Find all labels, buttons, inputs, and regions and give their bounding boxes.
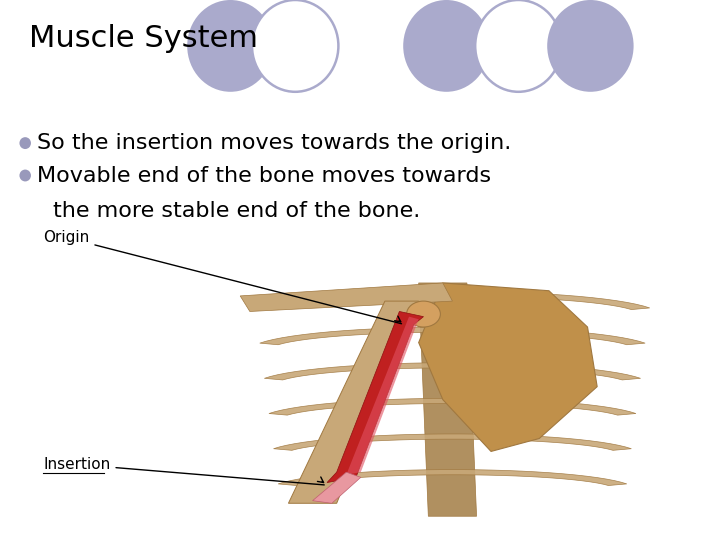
Polygon shape xyxy=(264,363,641,380)
Polygon shape xyxy=(274,434,631,450)
Polygon shape xyxy=(260,327,645,345)
Polygon shape xyxy=(255,292,649,309)
Text: Insertion: Insertion xyxy=(43,457,324,485)
Polygon shape xyxy=(240,283,452,312)
Polygon shape xyxy=(312,472,361,503)
Ellipse shape xyxy=(407,301,441,327)
Ellipse shape xyxy=(19,137,31,149)
Ellipse shape xyxy=(252,0,338,92)
Text: Movable end of the bone moves towards: Movable end of the bone moves towards xyxy=(37,165,492,186)
Bar xyxy=(202,270,684,529)
Polygon shape xyxy=(346,316,419,475)
Ellipse shape xyxy=(547,0,634,92)
Polygon shape xyxy=(289,301,419,503)
Ellipse shape xyxy=(19,170,31,181)
Text: So the insertion moves towards the origin.: So the insertion moves towards the origi… xyxy=(37,133,512,153)
Polygon shape xyxy=(327,312,423,483)
Text: Muscle System: Muscle System xyxy=(29,24,258,53)
Ellipse shape xyxy=(187,0,274,92)
Ellipse shape xyxy=(403,0,490,92)
Polygon shape xyxy=(419,283,477,516)
Ellipse shape xyxy=(475,0,562,92)
Text: Origin: Origin xyxy=(43,230,402,324)
Polygon shape xyxy=(419,283,597,451)
Polygon shape xyxy=(269,399,636,415)
Text: the more stable end of the bone.: the more stable end of the bone. xyxy=(53,200,420,221)
Polygon shape xyxy=(278,470,627,485)
